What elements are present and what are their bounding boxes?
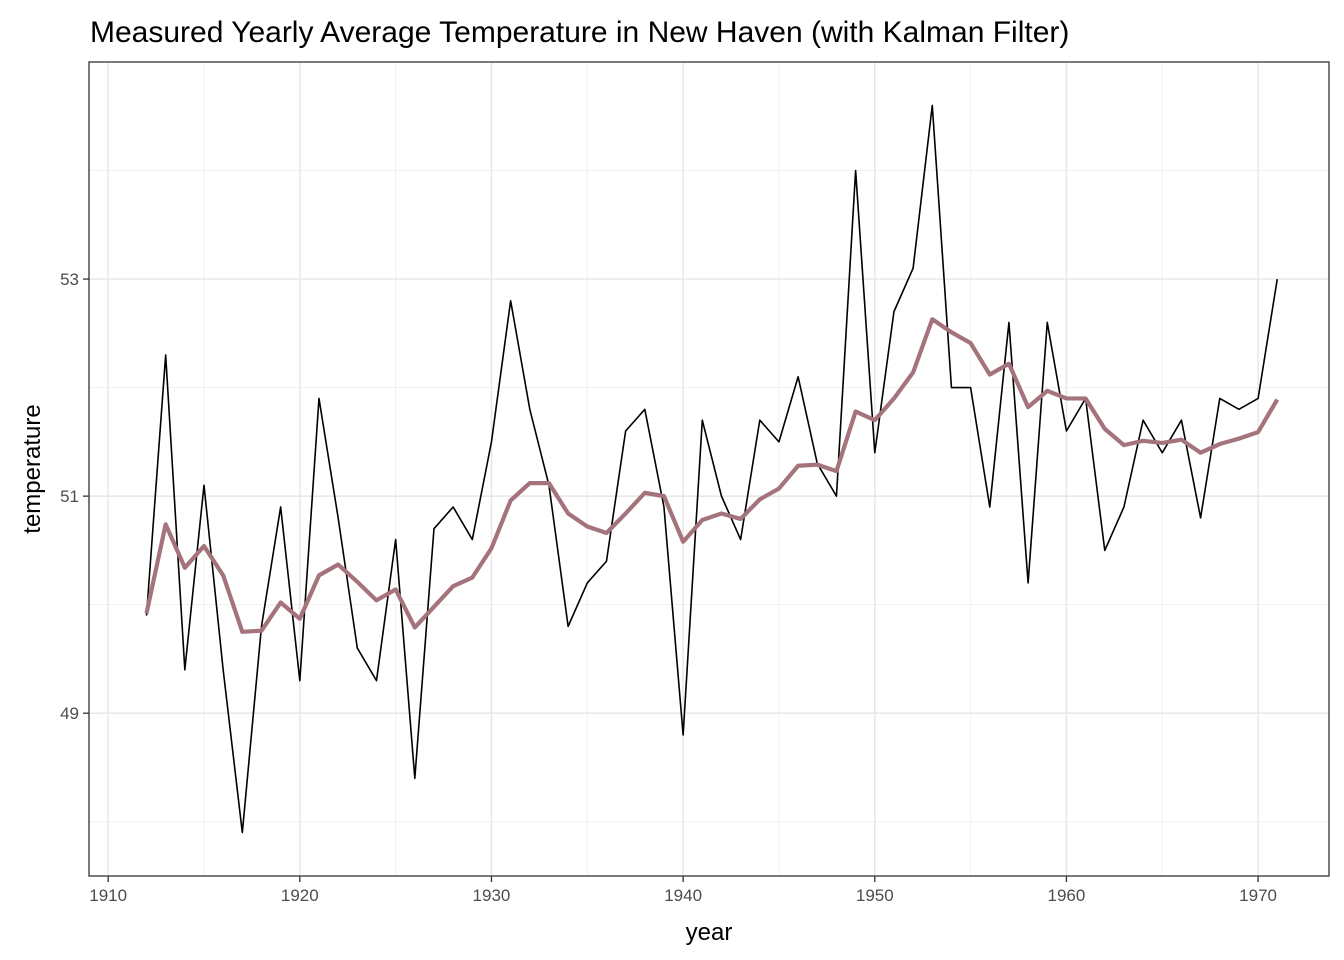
x-axis: 1910 1920 1930 1940 1950 1960 1970 (89, 876, 1277, 905)
x-tick-label: 1910 (89, 886, 127, 905)
plot-background (89, 62, 1329, 876)
major-gridlines (89, 62, 1329, 876)
x-tick-label: 1920 (281, 886, 319, 905)
minor-gridlines (89, 62, 1329, 876)
series-layer (144, 104, 1280, 834)
x-tick-label: 1940 (664, 886, 702, 905)
x-axis-title: year (686, 919, 733, 946)
kalman-filter-line (144, 317, 1280, 634)
y-axis: 49 51 53 (60, 270, 89, 723)
measured-temperature-line (145, 104, 1279, 834)
x-tick-label: 1930 (473, 886, 511, 905)
y-axis-title: temperature (19, 404, 46, 533)
x-tick-label: 1950 (856, 886, 894, 905)
plot-panel-border (88, 61, 1330, 877)
x-tick-label: 1960 (1048, 886, 1086, 905)
y-tick-label: 51 (60, 487, 79, 506)
chart-title: Measured Yearly Average Temperature in N… (90, 16, 1069, 49)
y-tick-label: 53 (60, 270, 79, 289)
x-tick-label: 1970 (1239, 886, 1277, 905)
y-tick-label: 49 (60, 704, 79, 723)
